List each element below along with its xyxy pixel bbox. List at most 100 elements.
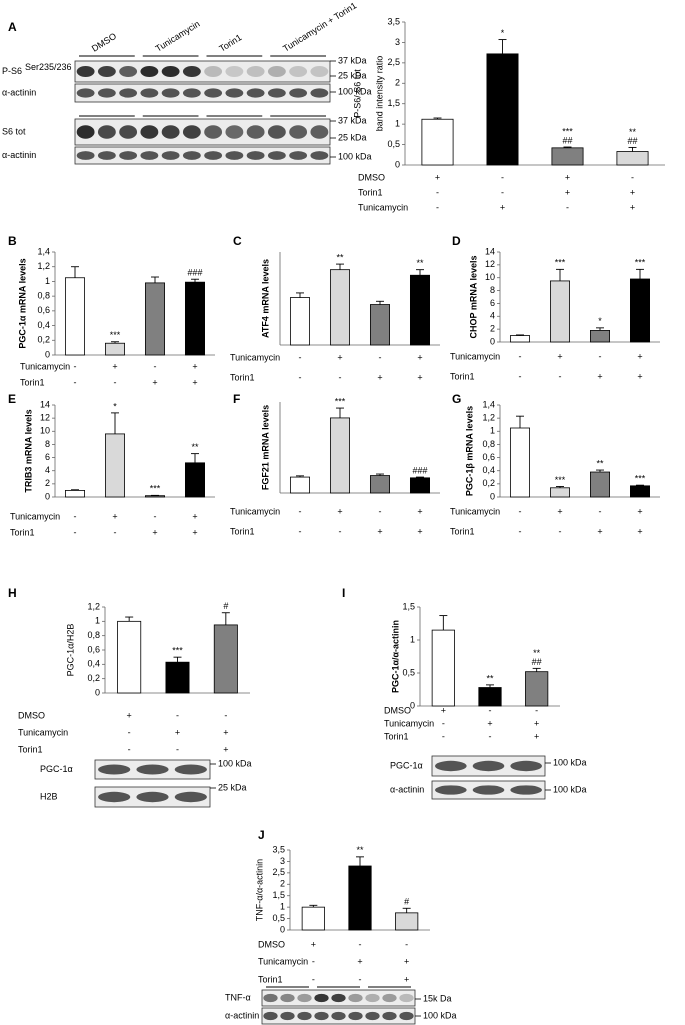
y-tick-label: 1 — [45, 276, 50, 286]
condition-mark: + — [112, 361, 117, 371]
blot-band — [161, 66, 180, 77]
y-tick-label: 0 — [45, 349, 50, 359]
bar — [65, 277, 86, 356]
blot-band — [510, 760, 542, 772]
blot-band — [136, 764, 169, 775]
condition-mark: - — [519, 371, 522, 381]
bar — [616, 151, 649, 166]
blot-band — [435, 760, 467, 772]
condition-mark: - — [442, 731, 445, 741]
condition-label: Torin1 — [20, 377, 45, 387]
blot-band — [331, 1011, 346, 1021]
condition-label: Tunicamycin — [230, 352, 280, 362]
y-tick-label: 6 — [45, 452, 50, 462]
blot-band — [225, 151, 244, 160]
blot-band — [267, 66, 286, 77]
condition-mark: + — [630, 187, 635, 197]
y-axis-label: P-S6/ S6 tot — [352, 69, 362, 118]
kda-label: 100 kDa — [553, 784, 587, 794]
y-tick-label: 0,2 — [482, 478, 495, 488]
blot-row-label: α-actinin — [2, 87, 36, 97]
y-axis-label: PGC-1α/H2B — [65, 624, 75, 677]
condition-label: Torin1 — [258, 974, 283, 984]
bar — [144, 282, 165, 356]
blot-band — [161, 88, 180, 98]
y-tick-label: 1,5 — [402, 601, 415, 611]
blot-band — [246, 88, 265, 98]
y-tick-label: 1 — [95, 616, 100, 626]
y-tick-label: 0,2 — [37, 335, 50, 345]
condition-mark: + — [487, 718, 492, 728]
y-tick-label: 1,2 — [482, 413, 495, 423]
condition-label: Tunicamycin — [358, 202, 408, 212]
blot-band — [98, 764, 131, 775]
condition-label: Tunicamycin — [258, 956, 308, 966]
condition-mark: - — [299, 506, 302, 516]
blot-band — [472, 785, 505, 795]
kda-label: 100 kDa — [553, 757, 587, 767]
bar — [486, 53, 519, 166]
y-tick-label: 1,5 — [387, 98, 400, 108]
y-tick-label: 1,2 — [87, 601, 100, 611]
significance-label: *** — [555, 258, 566, 268]
condition-label: Torin1 — [10, 527, 35, 537]
bar — [144, 495, 165, 498]
blot-band — [119, 88, 138, 98]
y-axis-label: PGC-1α mRNA levels — [17, 258, 27, 348]
blot-band — [182, 151, 201, 160]
condition-mark: + — [417, 352, 422, 362]
condition-mark: + — [357, 956, 362, 966]
condition-label: Torin1 — [230, 526, 255, 536]
kda-label: 25 kDa — [338, 70, 367, 80]
y-tick-label: 0 — [280, 924, 285, 934]
condition-mark: + — [565, 172, 570, 182]
blot-band — [119, 66, 138, 77]
condition-mark: + — [637, 351, 642, 361]
lane-header: Tunicamycin — [154, 19, 202, 54]
condition-mark: - — [535, 705, 538, 715]
blot-band — [289, 66, 308, 77]
y-tick-label: 3 — [280, 856, 285, 866]
bar — [165, 661, 190, 694]
condition-mark: + — [223, 744, 228, 754]
blot-band — [225, 66, 244, 77]
condition-label: Torin1 — [18, 744, 43, 754]
blot-row-label: PGC-1α — [390, 760, 423, 770]
y-tick-label: 2 — [45, 478, 50, 488]
significance-label: *** — [150, 484, 161, 494]
blot-band — [161, 151, 180, 160]
condition-mark: - — [501, 172, 504, 182]
blot-band — [161, 125, 180, 139]
blot-band — [263, 993, 278, 1003]
condition-label: Tunicamycin — [450, 506, 500, 516]
kda-label: 100 kDa — [218, 758, 252, 768]
blot-band — [225, 125, 244, 139]
condition-mark: + — [534, 718, 539, 728]
lane-header: Tunicamycin + Torin1 — [281, 0, 358, 53]
y-tick-label: 12 — [40, 413, 50, 423]
significance-label: * — [113, 401, 117, 411]
blot-row-label: H2B — [40, 791, 58, 801]
y-tick-label: 0 — [395, 159, 400, 169]
y-tick-label: 14 — [485, 246, 495, 256]
significance-label: *** — [635, 258, 646, 268]
condition-mark: - — [436, 187, 439, 197]
condition-mark: + — [127, 710, 132, 720]
y-axis-label: PGC-1β mRNA levels — [464, 406, 474, 496]
panel-letter: F — [233, 392, 240, 406]
condition-label: Tunicamycin — [20, 361, 70, 371]
y-tick-label: 1 — [490, 426, 495, 436]
blot-band — [140, 66, 159, 77]
bar — [525, 671, 549, 707]
condition-mark: + — [337, 506, 342, 516]
blot-row-label: S6 tot — [2, 126, 26, 136]
blot-band — [76, 125, 95, 139]
panel-letter: E — [8, 392, 16, 406]
blot-band — [97, 151, 116, 160]
y-tick-label: 1,4 — [37, 246, 50, 256]
blot-band — [510, 785, 542, 795]
kda-label: 37 kDa — [338, 55, 367, 65]
condition-mark: + — [377, 372, 382, 382]
blot-band — [297, 993, 312, 1003]
significance-label: ** — [486, 673, 494, 683]
